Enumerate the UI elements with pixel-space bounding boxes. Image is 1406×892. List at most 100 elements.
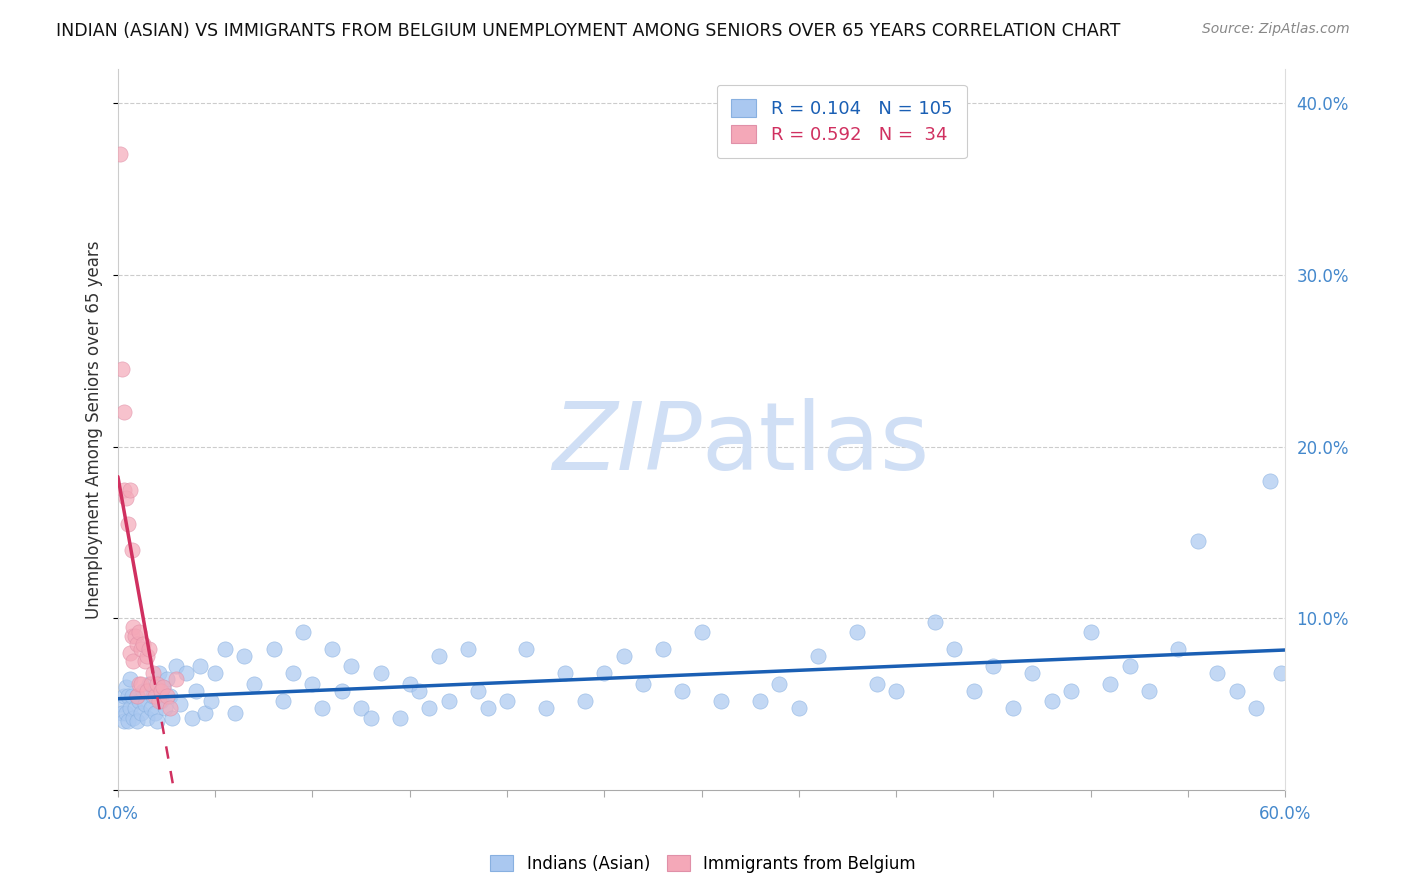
Text: Source: ZipAtlas.com: Source: ZipAtlas.com <box>1202 22 1350 37</box>
Point <box>311 700 333 714</box>
Point <box>281 666 304 681</box>
Point <box>671 683 693 698</box>
Point <box>165 672 187 686</box>
Point <box>496 694 519 708</box>
Point <box>108 698 131 712</box>
Point <box>121 542 143 557</box>
Point <box>1258 474 1281 488</box>
Point <box>139 676 162 690</box>
Point <box>1137 683 1160 698</box>
Point <box>127 689 149 703</box>
Point <box>112 405 135 419</box>
Point <box>111 362 134 376</box>
Point <box>112 714 135 729</box>
Point <box>121 689 143 703</box>
Point <box>574 694 596 708</box>
Point <box>1244 700 1267 714</box>
Point <box>146 676 169 690</box>
Point <box>243 676 266 690</box>
Point <box>398 676 420 690</box>
Point <box>924 615 946 629</box>
Point <box>138 676 160 690</box>
Point <box>117 714 139 729</box>
Point <box>118 483 141 497</box>
Point <box>118 672 141 686</box>
Point <box>370 666 392 681</box>
Text: INDIAN (ASIAN) VS IMMIGRANTS FROM BELGIUM UNEMPLOYMENT AMONG SENIORS OVER 65 YEA: INDIAN (ASIAN) VS IMMIGRANTS FROM BELGIU… <box>56 22 1121 40</box>
Point <box>194 706 217 720</box>
Point <box>271 694 294 708</box>
Point <box>593 666 616 681</box>
Point <box>748 694 770 708</box>
Point <box>114 491 136 505</box>
Point <box>846 625 869 640</box>
Point <box>129 642 152 657</box>
Point <box>1206 666 1229 681</box>
Point <box>122 654 145 668</box>
Point <box>112 483 135 497</box>
Point <box>710 694 733 708</box>
Point <box>301 676 323 690</box>
Point <box>127 689 149 703</box>
Point <box>121 629 143 643</box>
Point <box>233 649 256 664</box>
Point <box>180 711 202 725</box>
Point <box>690 625 713 640</box>
Point <box>118 700 141 714</box>
Point <box>134 698 156 712</box>
Point <box>943 642 966 657</box>
Point <box>165 659 187 673</box>
Point <box>467 683 489 698</box>
Point <box>148 694 170 708</box>
Point <box>340 659 363 673</box>
Point <box>1060 683 1083 698</box>
Point <box>114 680 136 694</box>
Point <box>134 654 156 668</box>
Point <box>457 642 479 657</box>
Point <box>159 689 181 703</box>
Point <box>1118 659 1140 673</box>
Point <box>152 680 174 694</box>
Point <box>138 642 160 657</box>
Point <box>148 666 170 681</box>
Point <box>122 711 145 725</box>
Point <box>132 683 155 698</box>
Point <box>143 706 166 720</box>
Point <box>884 683 907 698</box>
Point <box>963 683 986 698</box>
Point <box>214 642 236 657</box>
Point <box>1001 700 1024 714</box>
Point <box>224 706 246 720</box>
Point <box>155 689 177 703</box>
Point <box>418 700 440 714</box>
Point <box>554 666 576 681</box>
Point <box>389 711 412 725</box>
Point <box>152 680 174 694</box>
Point <box>408 683 430 698</box>
Point <box>142 689 165 703</box>
Point <box>143 689 166 703</box>
Point <box>129 706 152 720</box>
Legend: R = 0.104   N = 105, R = 0.592   N =  34: R = 0.104 N = 105, R = 0.592 N = 34 <box>717 85 967 159</box>
Point <box>651 642 673 657</box>
Point <box>1270 666 1292 681</box>
Point <box>149 694 172 708</box>
Point <box>477 700 499 714</box>
Point <box>114 706 136 720</box>
Point <box>427 649 450 664</box>
Point <box>768 676 790 690</box>
Point <box>787 700 810 714</box>
Point <box>111 706 134 720</box>
Legend: Indians (Asian), Immigrants from Belgium: Indians (Asian), Immigrants from Belgium <box>484 848 922 880</box>
Point <box>631 676 654 690</box>
Point <box>117 689 139 703</box>
Point <box>360 711 382 725</box>
Point <box>1187 534 1209 549</box>
Point <box>136 649 159 664</box>
Point <box>1167 642 1189 657</box>
Point <box>1099 676 1122 690</box>
Y-axis label: Unemployment Among Seniors over 65 years: Unemployment Among Seniors over 65 years <box>86 240 103 619</box>
Point <box>1225 683 1247 698</box>
Point <box>117 516 139 531</box>
Point <box>174 666 197 681</box>
